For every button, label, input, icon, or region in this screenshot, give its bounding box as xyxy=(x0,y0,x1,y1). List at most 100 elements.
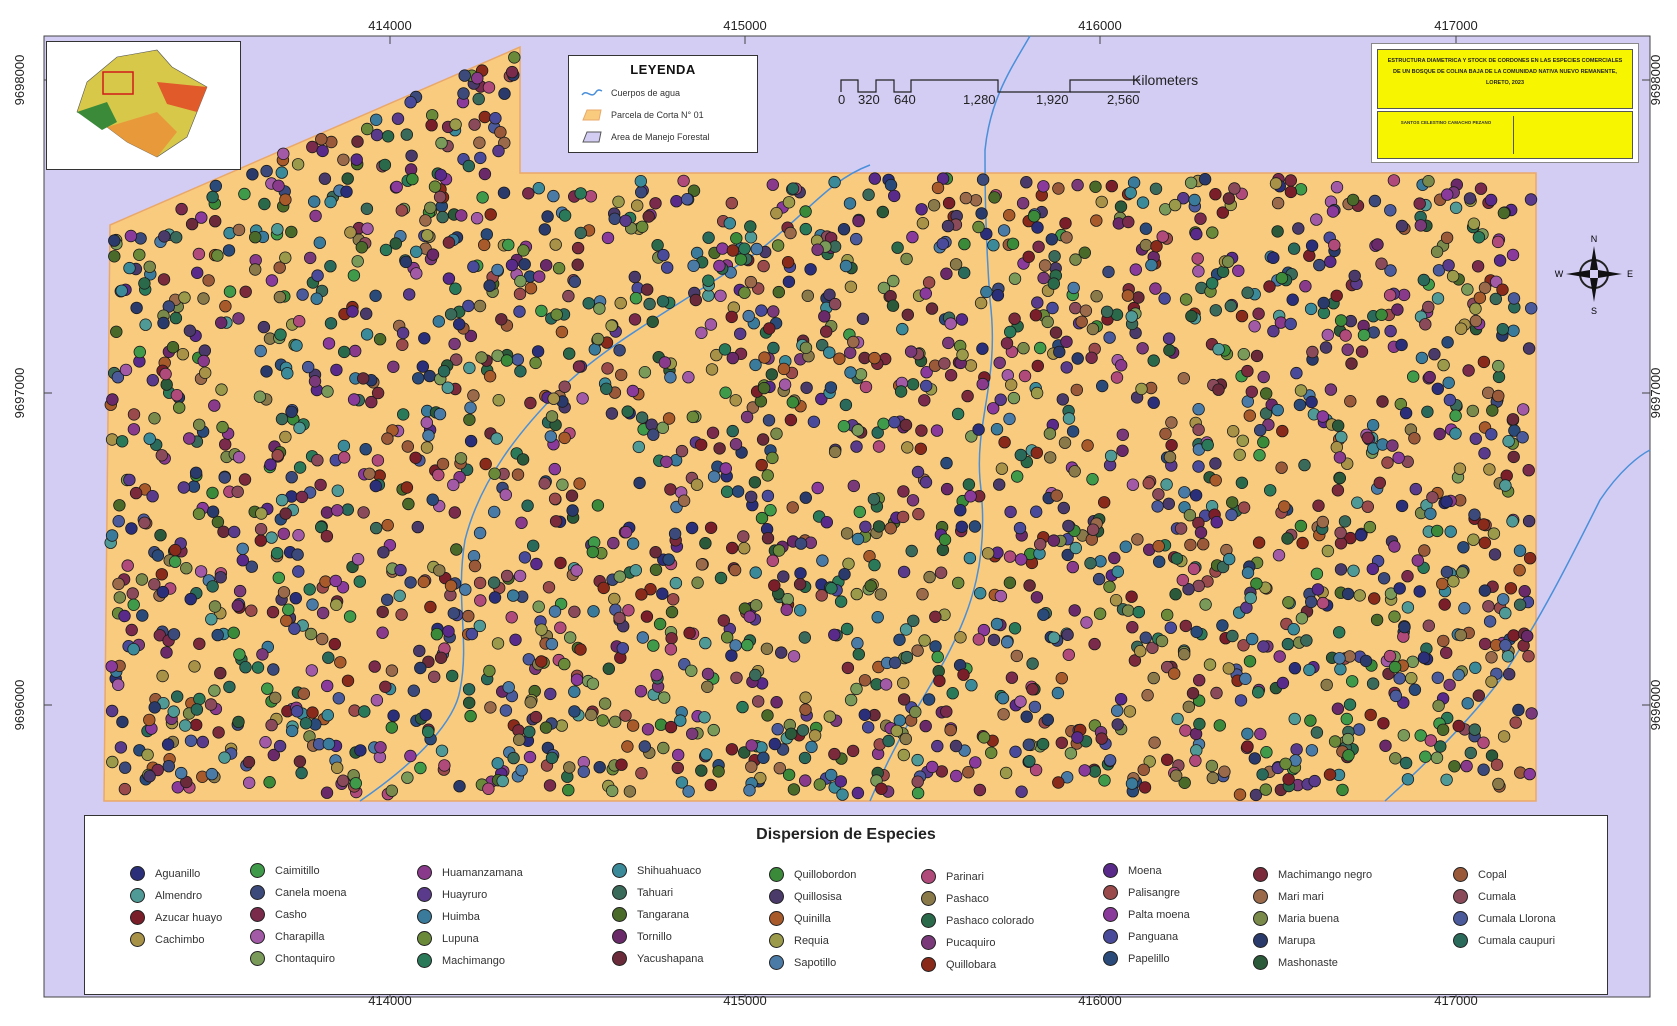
species-point xyxy=(1334,563,1348,576)
species-point xyxy=(324,195,337,209)
species-point xyxy=(290,339,303,352)
species-point xyxy=(799,222,813,236)
species-point xyxy=(1055,736,1069,750)
species-point xyxy=(381,519,394,532)
species-point xyxy=(1417,273,1431,287)
region-south xyxy=(107,112,177,157)
species-swatch-icon xyxy=(1103,907,1118,922)
species-point xyxy=(764,504,777,517)
species-point xyxy=(1271,403,1284,417)
species-point xyxy=(1152,555,1166,568)
species-swatch-icon xyxy=(417,865,432,880)
species-point xyxy=(426,493,439,506)
species-point xyxy=(524,696,537,709)
species-point xyxy=(635,411,649,424)
species-point xyxy=(435,744,449,758)
compass-south: S xyxy=(1591,306,1597,316)
species-point xyxy=(358,705,371,718)
species-point xyxy=(1449,201,1463,215)
species-point xyxy=(1467,217,1481,230)
species-point xyxy=(513,305,526,318)
species-point xyxy=(1192,460,1205,473)
species-point xyxy=(410,267,423,280)
species-point xyxy=(285,225,298,239)
species-point xyxy=(271,449,284,462)
species-point xyxy=(886,299,900,312)
species-point xyxy=(484,208,497,221)
species-point xyxy=(850,587,864,601)
species-point xyxy=(111,678,125,692)
species-label: Cumala Llorona xyxy=(1478,912,1556,925)
species-point xyxy=(1381,456,1394,469)
species-point xyxy=(1160,478,1173,491)
species-swatch-icon xyxy=(417,931,432,946)
species-point xyxy=(844,693,858,707)
species-swatch-icon xyxy=(1253,933,1268,948)
species-swatch-icon xyxy=(921,913,936,928)
species-point xyxy=(915,424,928,437)
species-point xyxy=(1064,747,1078,760)
species-point xyxy=(387,360,400,374)
species-point xyxy=(385,721,399,734)
species-point xyxy=(347,269,361,282)
species-point xyxy=(491,757,504,770)
species-point xyxy=(997,224,1011,237)
species-point xyxy=(1267,325,1280,338)
species-point xyxy=(1331,419,1345,432)
species-point xyxy=(691,576,704,589)
species-point xyxy=(872,440,886,453)
species-point xyxy=(544,430,558,443)
species-point xyxy=(511,468,525,481)
species-point xyxy=(844,346,857,359)
species-point xyxy=(463,413,476,427)
species-point xyxy=(1408,432,1421,445)
species-point xyxy=(547,189,560,203)
species-point xyxy=(420,416,434,429)
species-point xyxy=(1023,579,1036,592)
species-point xyxy=(302,360,315,374)
species-point xyxy=(1478,281,1492,295)
species-point xyxy=(1103,331,1116,344)
species-point xyxy=(1037,180,1050,193)
species-point xyxy=(778,378,792,391)
species-point xyxy=(823,710,837,723)
species-point xyxy=(1138,781,1152,794)
species-point xyxy=(1057,501,1071,515)
species-point xyxy=(1190,227,1203,241)
species-point xyxy=(1070,383,1084,397)
species-point xyxy=(1275,271,1289,285)
species-point xyxy=(464,401,477,414)
species-point xyxy=(498,87,511,100)
species-point xyxy=(467,389,480,402)
species-point xyxy=(1472,689,1486,702)
species-point xyxy=(357,372,370,385)
species-point xyxy=(962,478,976,491)
species-point xyxy=(125,623,138,637)
species-point xyxy=(1499,479,1512,492)
x-tick-label: 415000 xyxy=(723,18,766,33)
species-point xyxy=(743,784,756,797)
species-point xyxy=(587,605,600,618)
species-point xyxy=(192,247,206,261)
species-point xyxy=(1440,495,1453,508)
species-point xyxy=(773,762,787,775)
species-point xyxy=(464,329,478,343)
species-legend-item: Shihuahuaco xyxy=(612,863,701,878)
species-point xyxy=(1222,552,1236,566)
species-point xyxy=(1126,478,1140,491)
species-point xyxy=(212,726,225,739)
species-point xyxy=(1294,183,1308,196)
species-point xyxy=(245,604,258,617)
species-point xyxy=(198,366,212,380)
species-point xyxy=(900,650,914,664)
species-point xyxy=(1492,370,1506,384)
species-point xyxy=(1377,572,1391,585)
species-legend-item: Tangarana xyxy=(612,907,689,922)
species-point xyxy=(346,305,359,318)
species-point xyxy=(677,494,691,507)
species-point xyxy=(1389,752,1402,765)
species-legend-item: Azucar huayo xyxy=(130,910,222,925)
species-swatch-icon xyxy=(130,888,145,903)
species-point xyxy=(121,559,134,572)
species-point xyxy=(329,574,342,588)
